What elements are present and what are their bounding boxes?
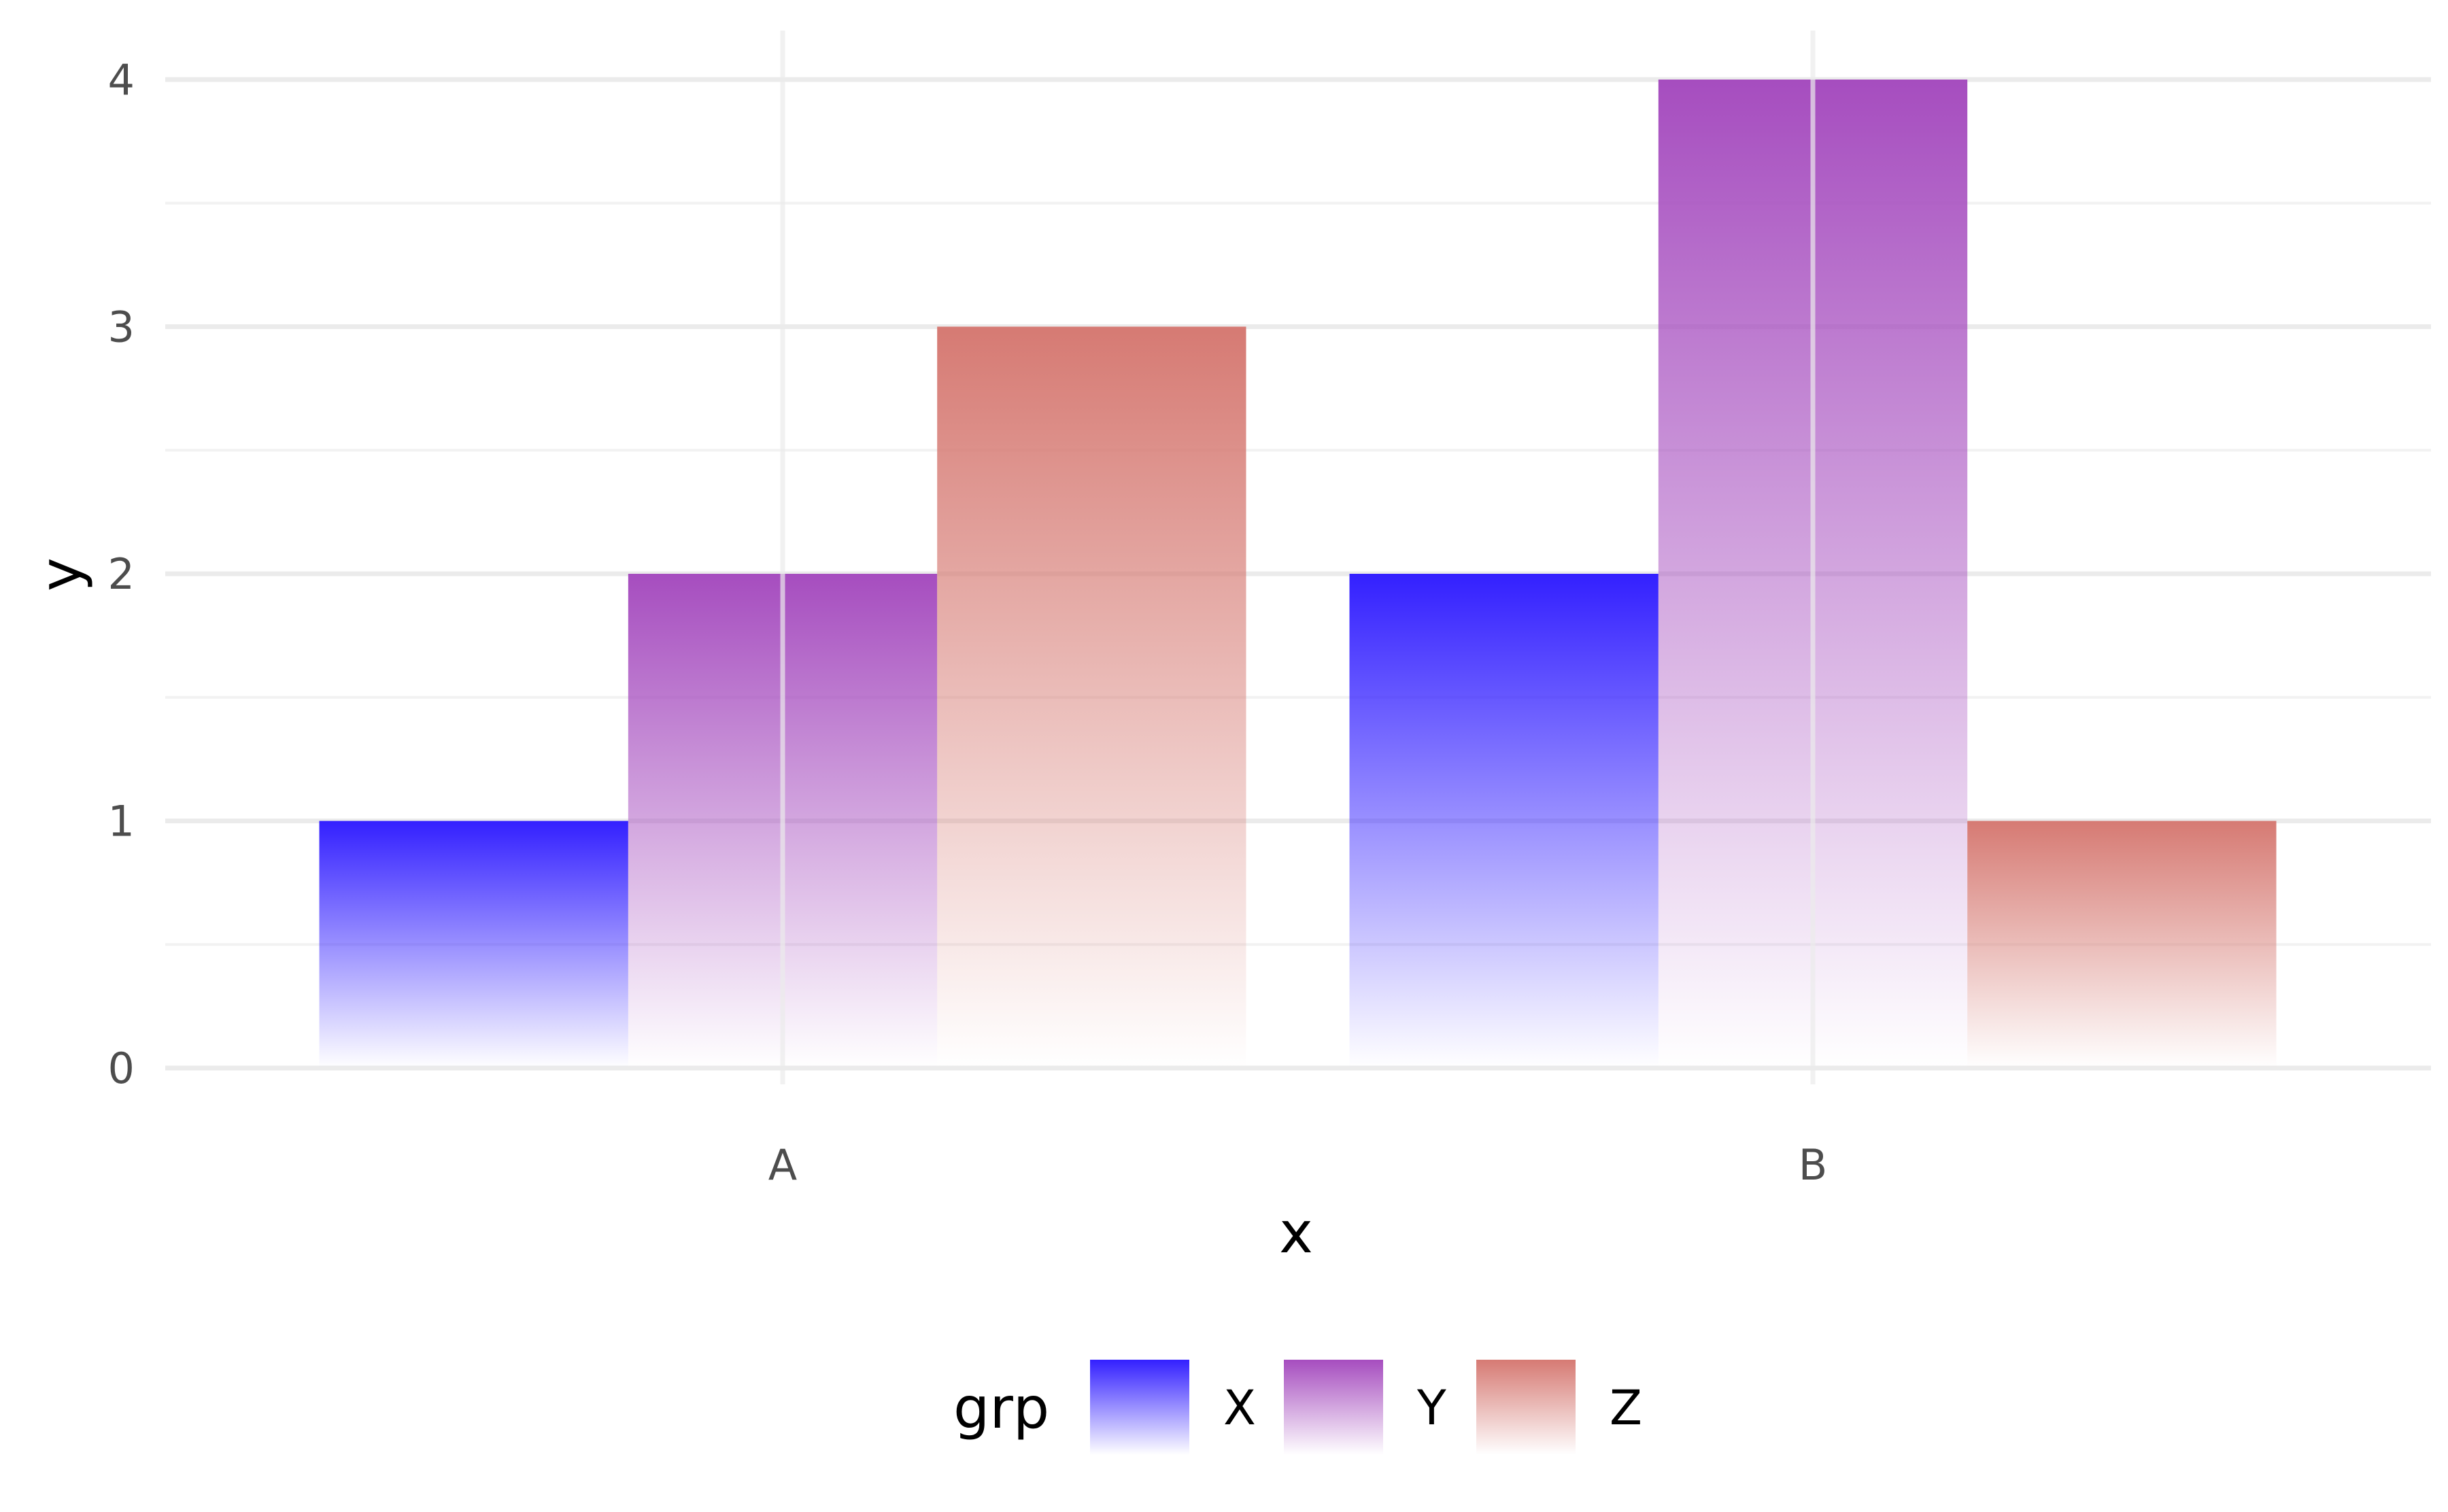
legend: grp X Y Z — [953, 1360, 1642, 1455]
x-tick-label: A — [768, 1140, 797, 1190]
legend-label-Y: Y — [1416, 1380, 1446, 1436]
y-tick-label: 1 — [108, 797, 135, 846]
bar-B-Z — [1967, 821, 2277, 1068]
legend-label-X: X — [1223, 1380, 1256, 1436]
legend-label-Z: Z — [1610, 1380, 1642, 1436]
legend-key-Z — [1476, 1360, 1576, 1455]
bar-A-Z — [937, 326, 1246, 1068]
bar-B-X — [1349, 574, 1659, 1068]
vertical-grid-lines — [780, 31, 1816, 1084]
legend-key-Y — [1284, 1360, 1383, 1455]
x-tick-label: B — [1799, 1140, 1828, 1190]
y-axis-ticks: 0 1 2 3 4 — [108, 55, 135, 1093]
legend-key-X — [1090, 1360, 1189, 1455]
bar-A-X — [319, 821, 628, 1068]
y-tick-label: 4 — [108, 55, 135, 105]
legend-title: grp — [953, 1375, 1049, 1441]
x-axis-title: x — [1279, 1199, 1313, 1266]
y-axis-title: y — [27, 557, 94, 591]
y-tick-label: 0 — [108, 1044, 135, 1093]
y-tick-label: 3 — [108, 303, 135, 352]
y-tick-label: 2 — [108, 549, 135, 599]
